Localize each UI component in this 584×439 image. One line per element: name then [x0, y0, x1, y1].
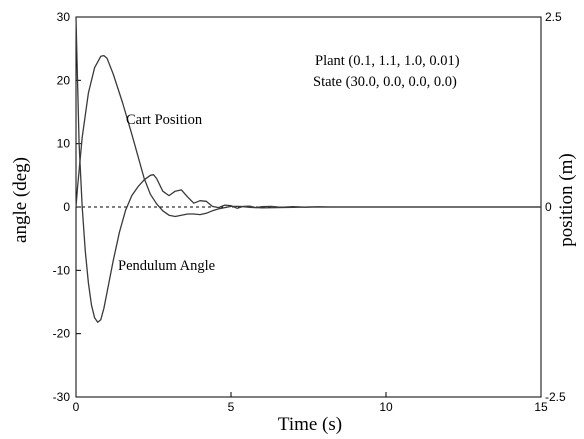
y-axis-label-left: angle (deg) — [10, 157, 31, 243]
left-tick-label: -20 — [53, 327, 71, 341]
left-tick-label: 20 — [57, 73, 71, 87]
right-tick-label: 2.5 — [545, 10, 562, 24]
y-axis-label-right: position (m) — [556, 153, 577, 246]
right-axis-ticks: 2.5 0 -2.5 — [536, 10, 566, 404]
left-tick-label: 10 — [57, 137, 71, 151]
series-label-pendulum-angle: Pendulum Angle — [118, 258, 215, 274]
x-axis-label: Time (s) — [278, 414, 342, 435]
right-tick-label: 0 — [545, 200, 552, 214]
left-tick-label: -30 — [53, 390, 71, 404]
x-tick-label: 15 — [534, 400, 548, 414]
left-axis-ticks: 30 20 10 0 -10 -20 -30 — [53, 10, 81, 404]
x-tick-label: 5 — [228, 400, 235, 414]
right-tick-label: -2.5 — [545, 390, 566, 404]
series-label-cart-position: Cart Position — [126, 112, 203, 128]
left-tick-label: 0 — [63, 200, 70, 214]
left-tick-label: -10 — [53, 263, 71, 277]
state-annotation: State (30.0, 0.0, 0.0, 0.0) — [313, 74, 457, 90]
series-line-cart-position — [75, 54, 541, 218]
series-lines — [75, 16, 541, 323]
x-axis-ticks: 0 5 10 15 — [73, 392, 548, 414]
plant-annotation: Plant (0.1, 1.1, 1.0, 0.01) — [315, 53, 460, 69]
x-tick-label: 10 — [379, 400, 393, 414]
series-line-pendulum-angle — [75, 16, 541, 323]
x-tick-label: 0 — [73, 400, 80, 414]
left-tick-label: 30 — [57, 10, 71, 24]
